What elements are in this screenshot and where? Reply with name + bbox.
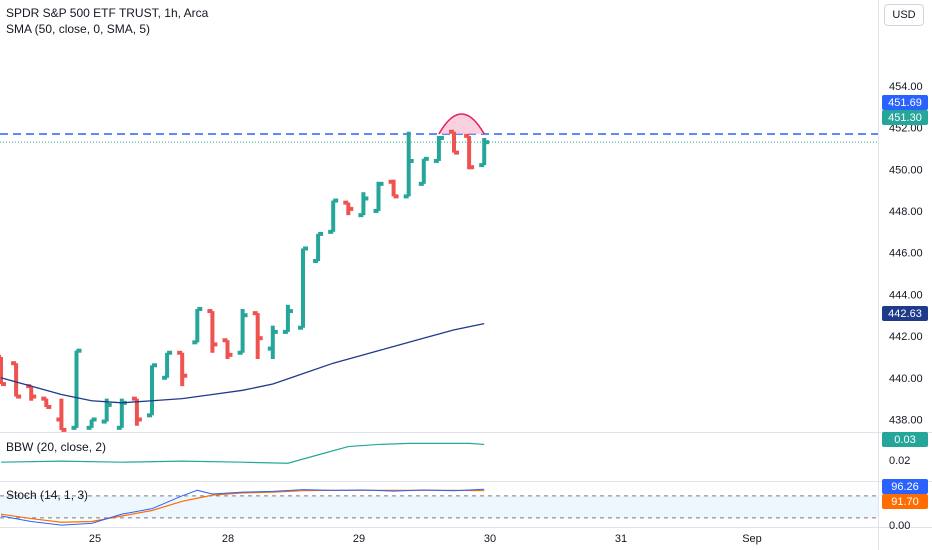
price-tick-label: 452.00 [889, 123, 923, 135]
price-tick-label: 440.00 [889, 373, 923, 385]
last-price-tag: 451.30 [882, 110, 928, 125]
ohlc-bar [479, 138, 490, 168]
stoch-pane [0, 488, 878, 526]
ohlc-bar [388, 179, 399, 199]
price-pane[interactable] [0, 113, 878, 432]
stoch-d-tag: 91.70 [882, 494, 928, 509]
arc-outline [438, 113, 485, 135]
ohlc-bar [11, 361, 22, 399]
bbw-pane [0, 442, 485, 464]
ohlc-bar [449, 129, 459, 155]
currency-button[interactable]: USD [884, 4, 924, 26]
time-tick-label: 25 [89, 533, 101, 545]
ohlc-bar [298, 246, 308, 330]
bbw-legend[interactable]: BBW (20, close, 2) [6, 440, 107, 454]
ohlc-bar [464, 133, 475, 170]
price-tick-label: 450.00 [889, 164, 923, 176]
axis-labels: 454.00 452.00 450.00 448.00 446.00 444.00 442.… [89, 81, 923, 545]
stoch-k-tag: 96.26 [882, 479, 928, 494]
ohlc-bar [252, 311, 263, 360]
ohlc-bar [101, 398, 112, 424]
ohlc-bar [313, 231, 324, 264]
sma-legend[interactable]: SMA (50, close, 0, SMA, 5) [6, 22, 151, 36]
price-line-tag: 451.69 [882, 95, 928, 110]
stoch-legend[interactable]: Stoch (14, 1, 3) [6, 488, 89, 502]
ohlc-bar [237, 308, 248, 355]
time-tick-label: 28 [222, 533, 234, 545]
ohlc-bar [131, 396, 142, 426]
stoch-tick-label: 0.00 [889, 520, 910, 532]
price-tick-label: 442.00 [889, 331, 923, 343]
sma-value-tag: 442.63 [882, 306, 928, 321]
ohlc-bar [373, 181, 384, 213]
ohlc-bar [358, 192, 369, 218]
ohlc-bar [403, 131, 414, 199]
stoch-k-line [0, 488, 485, 526]
time-tick-label: 31 [615, 533, 627, 545]
bbw-tick-label: 0.02 [889, 455, 910, 467]
chart-title: SPDR S&P 500 ETF TRUST, 1h, Arca [6, 6, 209, 20]
price-tick-label: 448.00 [889, 206, 923, 218]
ohlc-bar [207, 309, 218, 353]
ohlc-bar [418, 156, 429, 186]
time-tick-label: Sep [742, 533, 762, 545]
ohlc-bar [41, 396, 52, 409]
ohlc-bar [0, 354, 6, 387]
ohlc-bar [222, 338, 233, 360]
price-tick-label: 438.00 [889, 414, 923, 426]
ohlc-bar [86, 417, 97, 430]
ohlc-bar [267, 325, 278, 360]
ohlc-bar [147, 363, 157, 418]
ohlc-bar [26, 384, 37, 401]
ohlc-bar [192, 306, 203, 345]
time-tick-label: 29 [353, 533, 365, 545]
sma-line [0, 322, 485, 404]
stoch-band [0, 495, 878, 518]
ohlc-bar [433, 135, 444, 163]
ohlc-bar [282, 304, 293, 334]
price-tick-label: 444.00 [889, 289, 923, 301]
time-tick-label: 30 [484, 533, 496, 545]
ohlc-bar [71, 348, 82, 430]
bbw-value-tag: 0.03 [882, 432, 928, 447]
bbw-line [0, 442, 485, 464]
ohlc-bar [162, 350, 173, 380]
ohlc-bar [56, 398, 67, 432]
price-tick-label: 454.00 [889, 81, 923, 93]
ohlc-bar [177, 350, 188, 387]
ohlc-bar [328, 198, 339, 234]
ohlc-bar [343, 200, 354, 216]
price-tick-label: 446.00 [889, 248, 923, 260]
